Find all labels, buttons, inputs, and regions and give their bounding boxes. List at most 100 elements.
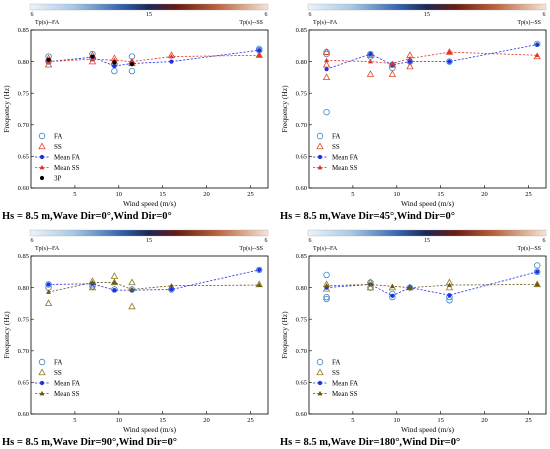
colorbar-tick-label: 15 bbox=[146, 12, 152, 18]
series-line bbox=[326, 51, 538, 64]
data-point bbox=[128, 67, 136, 75]
panel-caption: Hs = 8.5 m,Wave Dir=0°,Wind Dir=0° bbox=[2, 211, 172, 222]
y-tick-label: 0.75 bbox=[18, 90, 29, 97]
data-point bbox=[168, 283, 174, 288]
panel-caption: Hs = 8.5 m,Wave Dir=180°,Wind Dir=0° bbox=[280, 437, 460, 448]
legend-marker bbox=[38, 358, 46, 366]
legend-marker bbox=[316, 142, 324, 150]
series-fa bbox=[323, 40, 541, 116]
legend-label: SS bbox=[54, 143, 62, 151]
x-tick-label: 15 bbox=[159, 417, 166, 424]
data-point bbox=[46, 282, 51, 287]
x-tick-label: 15 bbox=[159, 191, 166, 198]
data-point bbox=[112, 288, 117, 293]
data-point bbox=[112, 63, 117, 69]
data-point bbox=[447, 59, 452, 64]
legend-label: 3P bbox=[54, 175, 62, 183]
y-tick-label: 0.80 bbox=[296, 285, 307, 292]
legend-marker bbox=[39, 175, 45, 181]
legend-marker bbox=[39, 390, 45, 396]
x-tick-label: 10 bbox=[394, 191, 401, 198]
colorbar-left-label: Tp(s)--FA bbox=[313, 245, 338, 252]
data-point bbox=[322, 60, 331, 68]
y-tick-label: 0.60 bbox=[296, 411, 307, 418]
x-axis-label: Wind speed (m/s) bbox=[123, 199, 177, 208]
legend-label: Mean SS bbox=[54, 164, 80, 172]
x-tick-label: 25 bbox=[247, 191, 254, 198]
y-tick-label: 0.85 bbox=[18, 27, 29, 34]
colorbar-left-label: Tp(s)--FA bbox=[35, 245, 60, 252]
data-point bbox=[406, 62, 414, 70]
y-axis-label: Frequency (Hz) bbox=[2, 85, 11, 133]
x-tick-label: 20 bbox=[203, 417, 210, 424]
data-point bbox=[111, 279, 117, 285]
x-tick-label: 15 bbox=[437, 417, 444, 424]
legend-label: SS bbox=[332, 143, 340, 151]
colorbar-tick-label: 6 bbox=[309, 12, 312, 18]
y-tick-label: 0.75 bbox=[18, 316, 29, 323]
colorbar bbox=[29, 229, 269, 237]
legend-label: FA bbox=[332, 359, 340, 367]
legend-label: Mean FA bbox=[332, 154, 358, 162]
data-point bbox=[256, 266, 263, 274]
legend-label: Mean FA bbox=[332, 380, 358, 388]
data-point bbox=[390, 293, 395, 298]
data-point bbox=[534, 268, 541, 275]
colorbar-tick-label: 6 bbox=[543, 12, 546, 18]
series-line bbox=[48, 49, 260, 67]
series-ss bbox=[44, 272, 263, 310]
data-point bbox=[534, 281, 540, 287]
y-tick-label: 0.75 bbox=[296, 90, 307, 97]
series-mean-fa bbox=[324, 42, 540, 72]
series-line bbox=[326, 284, 538, 289]
y-tick-label: 0.70 bbox=[296, 122, 307, 129]
series-mean-ss bbox=[324, 281, 540, 290]
data-point bbox=[534, 40, 541, 48]
series-line bbox=[326, 271, 538, 297]
series-mean-ss bbox=[46, 279, 262, 294]
colorbar-tick-label: 6 bbox=[309, 238, 312, 244]
data-point bbox=[368, 51, 373, 57]
x-tick-label: 25 bbox=[525, 191, 532, 198]
y-tick-label: 0.75 bbox=[296, 316, 307, 323]
colorbar-tick-label: 15 bbox=[146, 238, 152, 244]
data-point bbox=[111, 286, 118, 293]
y-tick-label: 0.70 bbox=[296, 348, 307, 355]
data-point bbox=[534, 52, 540, 58]
data-point bbox=[324, 57, 330, 63]
data-point bbox=[256, 282, 262, 287]
colorbar-right-label: Tp(s)--SS bbox=[239, 19, 263, 26]
x-axis-label: Wind speed (m/s) bbox=[401, 199, 455, 208]
data-point bbox=[535, 269, 540, 274]
x-tick-label: 10 bbox=[116, 191, 123, 198]
y-tick-label: 0.85 bbox=[296, 27, 307, 34]
data-point bbox=[46, 57, 51, 62]
x-tick-label: 20 bbox=[481, 191, 488, 198]
colorbar-left-label: Tp(s)--FA bbox=[313, 19, 338, 26]
colorbar bbox=[29, 3, 269, 11]
data-point bbox=[90, 54, 95, 59]
data-point bbox=[168, 53, 174, 59]
colorbar-right-label: Tp(s)--SS bbox=[239, 245, 263, 252]
data-point bbox=[128, 302, 136, 310]
panel-caption: Hs = 8.5 m,Wave Dir=90°,Wind Dir=0° bbox=[2, 437, 177, 448]
y-tick-label: 0.60 bbox=[18, 185, 29, 192]
colorbar-tick-label: 15 bbox=[424, 12, 430, 18]
data-point bbox=[323, 295, 330, 303]
legend-label: Mean FA bbox=[54, 154, 80, 162]
data-point bbox=[407, 59, 413, 64]
chart-panel-4: 6 15 6Tp(s)--FA Tp(s)--SS0.600.650.700.750.… bbox=[280, 229, 547, 448]
data-point bbox=[446, 49, 452, 54]
data-point bbox=[447, 293, 452, 298]
y-tick-label: 0.85 bbox=[18, 253, 29, 260]
colorbar-tick-label: 6 bbox=[543, 238, 546, 244]
x-axis-label: Wind speed (m/s) bbox=[123, 425, 177, 434]
plot-frame bbox=[308, 255, 547, 415]
data-point bbox=[129, 59, 135, 64]
data-point bbox=[88, 283, 97, 291]
chart-panel-1: 6 15 6Tp(s)--FA Tp(s)--SS0.600.650.700.750.… bbox=[2, 3, 269, 222]
data-point bbox=[322, 73, 331, 81]
series-mean-ss bbox=[324, 49, 540, 66]
y-tick-label: 0.80 bbox=[18, 59, 29, 66]
data-point bbox=[367, 281, 373, 287]
